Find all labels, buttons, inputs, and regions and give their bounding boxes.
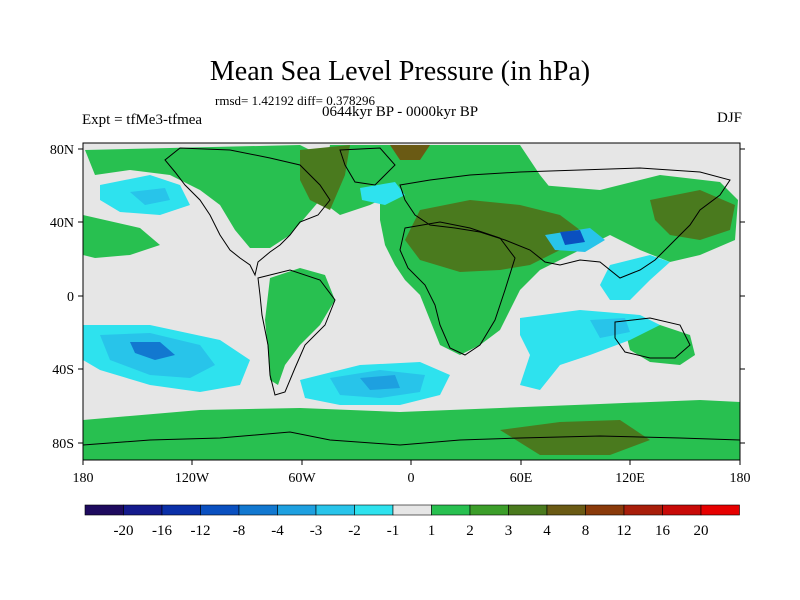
colorbar-label: 1 — [428, 523, 436, 539]
anomaly-core-south-ocean-east — [500, 420, 650, 455]
lat-label-80n: 80N — [50, 143, 74, 158]
anomaly-south-america — [265, 268, 335, 385]
lon-label-60e: 60E — [510, 471, 533, 486]
coast-africa — [399, 221, 516, 356]
lat-label-40n: 40N — [50, 216, 74, 231]
colorbar-swatch — [123, 504, 163, 516]
period-label: 0644kyr BP - 0000kyr BP — [322, 104, 479, 120]
colorbar-label: -20 — [114, 523, 134, 539]
colorbar-label: 12 — [617, 523, 632, 539]
map-title: Mean Sea Level Pressure (in hPa) — [209, 56, 591, 87]
colorbar-swatch — [84, 504, 124, 516]
map-field — [83, 143, 740, 460]
colorbar-swatch — [662, 504, 702, 516]
coast-greenland — [339, 147, 396, 186]
colorbar-swatch — [392, 504, 432, 516]
colorbar — [84, 504, 740, 516]
lat-label-eq: 0 — [67, 290, 74, 305]
colorbar-swatch — [469, 504, 509, 516]
colorbar-swatch — [238, 504, 278, 516]
season-label: DJF — [716, 110, 742, 126]
anomaly-west-pacific — [83, 215, 160, 258]
colorbar-label: -8 — [233, 523, 246, 539]
colorbar-label: 4 — [543, 523, 551, 539]
colorbar-swatch — [200, 504, 240, 516]
colorbar-swatch — [585, 504, 625, 516]
lon-label-60w: 60W — [288, 471, 316, 486]
lat-label-80s: 80S — [52, 437, 74, 452]
coastlines — [83, 147, 740, 446]
colorbar-label: 20 — [694, 523, 709, 539]
colorbar-swatch — [508, 504, 548, 516]
anomaly-atlantic-low — [360, 182, 405, 205]
colorbar-swatch — [546, 504, 586, 516]
anomaly-maritime-continent-low — [600, 255, 670, 300]
colorbar-label: -12 — [191, 523, 211, 539]
colorbar-label: -1 — [387, 523, 400, 539]
colorbar-label: -16 — [152, 523, 172, 539]
colorbar-label: 16 — [655, 523, 671, 539]
coast-eurasia — [399, 167, 731, 279]
lon-label-180e: 180 — [730, 471, 751, 486]
anomaly-core-greenland — [300, 145, 350, 210]
colorbar-swatch — [431, 504, 471, 516]
anomaly-core-north-pacific-low — [130, 188, 170, 205]
lon-label-120w: 120W — [175, 471, 210, 486]
colorbar-label: 3 — [505, 523, 513, 539]
colorbar-swatch — [700, 504, 740, 516]
coast-australia — [614, 317, 691, 359]
lon-label-180w: 180 — [73, 471, 94, 486]
lat-label-40s: 40S — [52, 363, 74, 378]
anomaly-core-siberia — [390, 145, 430, 160]
anomaly-core-south-atlantic-2 — [360, 375, 400, 390]
colorbar-labels: -20 -16 -12 -8 -4 -3 -2 -1 1 2 3 4 8 12 16 20 — [114, 523, 709, 539]
colorbar-swatch — [277, 504, 317, 516]
coast-south-america — [257, 269, 336, 396]
experiment-label: Expt = tfMe3-tfmea — [82, 112, 203, 128]
anomaly-core-indian-ocean — [590, 318, 630, 338]
anomaly-core-northwest-pacific — [650, 190, 735, 240]
colorbar-label: 2 — [466, 523, 474, 539]
stats-label: rmsd= 1.42192 diff= 0.378296 — [215, 93, 375, 108]
colorbar-swatch — [315, 504, 355, 516]
anomaly-core-south-pacific-2 — [130, 342, 175, 360]
lon-label-120e: 120E — [615, 471, 645, 486]
colorbar-swatch — [623, 504, 663, 516]
anomaly-north-america — [85, 145, 330, 248]
colorbar-swatch — [354, 504, 394, 516]
colorbar-label: -3 — [310, 523, 323, 539]
anomaly-core-tibet-low — [560, 230, 585, 245]
coast-north-america — [164, 147, 331, 277]
colorbar-swatch — [161, 504, 201, 516]
colorbar-label: -4 — [271, 523, 284, 539]
anomaly-australia — [625, 325, 695, 365]
colorbar-label: 8 — [582, 523, 590, 539]
coast-antarctica — [83, 431, 740, 446]
lon-label-0: 0 — [408, 471, 415, 486]
colorbar-label: -2 — [348, 523, 361, 539]
axis-ticks — [78, 148, 745, 465]
